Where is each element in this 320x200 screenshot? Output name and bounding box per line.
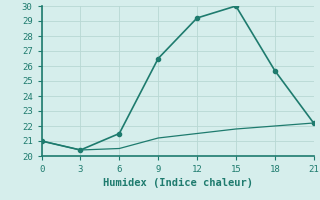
X-axis label: Humidex (Indice chaleur): Humidex (Indice chaleur) — [103, 178, 252, 188]
